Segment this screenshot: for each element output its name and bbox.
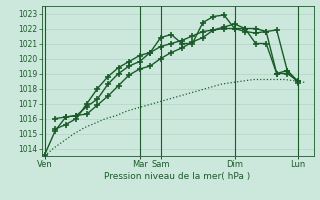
X-axis label: Pression niveau de la mer( hPa ): Pression niveau de la mer( hPa ): [104, 172, 251, 181]
